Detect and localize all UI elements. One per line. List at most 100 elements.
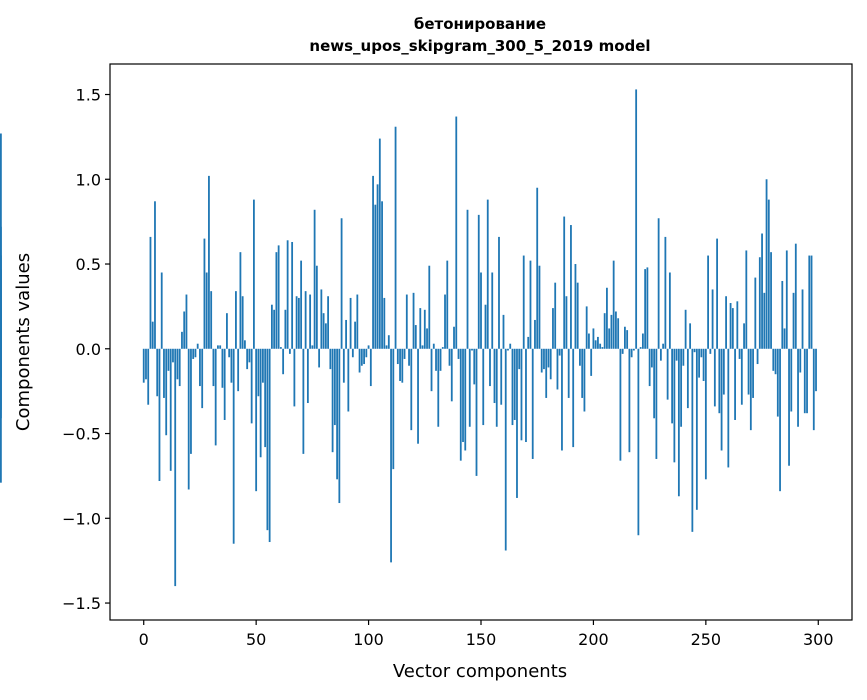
- bar: [401, 348, 404, 383]
- bar: [147, 348, 150, 405]
- bar: [648, 348, 651, 387]
- bar: [794, 243, 797, 349]
- bar: [324, 323, 327, 349]
- bar: [417, 348, 419, 444]
- bar: [365, 348, 368, 358]
- bar: [381, 201, 383, 349]
- bar: [349, 297, 352, 349]
- bar: [262, 348, 264, 383]
- bar: [399, 348, 401, 381]
- bar: [342, 348, 345, 383]
- bar: [754, 277, 757, 349]
- bar: [612, 260, 615, 349]
- bar: [235, 291, 237, 349]
- bar: [543, 348, 545, 370]
- bar: [421, 345, 424, 349]
- bar: [0, 133, 2, 349]
- bar: [599, 343, 602, 349]
- bar: [142, 348, 145, 383]
- bar: [504, 348, 507, 551]
- bar: [491, 272, 494, 349]
- bar: [374, 204, 377, 349]
- bar: [644, 269, 647, 349]
- y-tick-label: −1.5: [62, 594, 101, 613]
- bar: [565, 296, 568, 349]
- bar: [410, 348, 413, 431]
- bar: [516, 348, 518, 498]
- bar: [192, 348, 195, 359]
- bar: [277, 245, 280, 349]
- bar: [513, 348, 516, 420]
- bar: [740, 348, 743, 405]
- bar: [579, 348, 581, 366]
- bar: [205, 272, 208, 349]
- bar: [574, 264, 577, 349]
- bar: [282, 348, 285, 375]
- bar: [588, 333, 590, 349]
- y-axis-label: Components values: [13, 253, 34, 431]
- bar: [156, 348, 159, 397]
- bar: [799, 348, 802, 373]
- bar: [163, 348, 165, 398]
- bar: [158, 348, 161, 481]
- bar: [592, 328, 595, 349]
- bar: [387, 335, 390, 349]
- bar: [538, 265, 541, 349]
- x-tick-label: 50: [246, 630, 266, 649]
- bar: [412, 292, 415, 349]
- bar: [498, 236, 500, 349]
- bar: [707, 255, 709, 349]
- bar: [208, 175, 210, 349]
- bar: [655, 348, 658, 459]
- bar: [288, 348, 291, 354]
- bar: [713, 348, 716, 407]
- y-tick-label: 0.0: [76, 340, 101, 359]
- bar: [500, 348, 503, 405]
- bar: [199, 348, 201, 387]
- y-tick-label: −0.5: [62, 425, 101, 444]
- bar: [635, 89, 638, 349]
- bar: [686, 348, 689, 409]
- x-axis-label: Vector components: [393, 661, 567, 682]
- bar: [190, 348, 192, 454]
- bar: [738, 348, 741, 359]
- bar: [673, 348, 676, 463]
- plot-area-frame: [109, 63, 853, 621]
- bar: [815, 348, 817, 392]
- bar: [637, 348, 640, 536]
- bar: [776, 348, 779, 417]
- bar: [459, 348, 462, 461]
- bar: [455, 116, 458, 349]
- bar: [336, 348, 338, 480]
- bar: [554, 282, 557, 349]
- bar: [671, 348, 674, 424]
- bar: [181, 331, 183, 349]
- bar: [709, 348, 712, 354]
- bar: [576, 282, 579, 349]
- bar: [248, 348, 251, 363]
- bar: [169, 348, 172, 471]
- bar: [615, 311, 617, 349]
- bar: [226, 313, 228, 349]
- bar: [333, 348, 336, 426]
- bar: [464, 348, 467, 451]
- bar: [390, 348, 392, 563]
- bar: [531, 348, 534, 459]
- bar: [772, 348, 775, 371]
- bar: [720, 348, 723, 451]
- bar: [608, 328, 611, 349]
- bar: [291, 241, 294, 349]
- bar: [509, 343, 512, 349]
- bar: [695, 348, 698, 510]
- bar: [471, 348, 473, 351]
- bar: [480, 272, 482, 349]
- bar: [806, 348, 808, 414]
- bar: [572, 348, 575, 448]
- bar: [214, 348, 217, 446]
- bar: [338, 348, 341, 504]
- bar: [408, 348, 410, 366]
- bar: [788, 348, 790, 466]
- bar: [259, 348, 262, 458]
- bar: [641, 333, 644, 349]
- bar: [664, 236, 667, 349]
